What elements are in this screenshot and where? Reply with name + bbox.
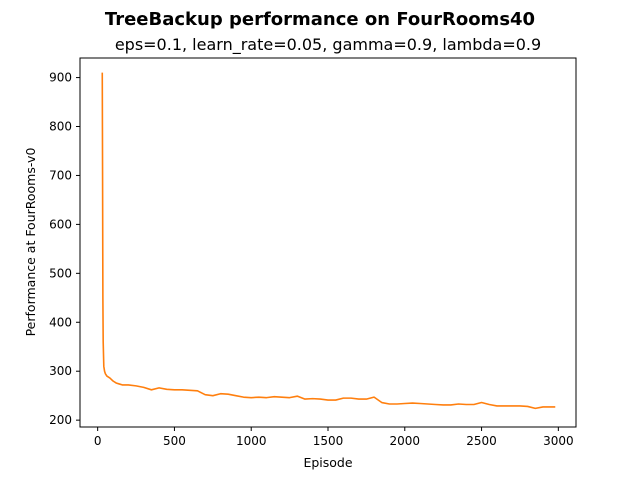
chart-subtitle: eps=0.1, learn_rate=0.05, gamma=0.9, lam… (115, 35, 541, 55)
plot-area (79, 57, 577, 428)
y-tick-label: 800 (49, 120, 72, 134)
x-tick-label: 2000 (390, 434, 421, 448)
chart-title: TreeBackup performance on FourRooms40 (105, 9, 535, 30)
plot-frame (79, 57, 577, 428)
x-axis-label: Episode (303, 455, 352, 470)
x-tick-label: 1500 (313, 434, 344, 448)
series-line (101, 72, 556, 410)
y-tick-label: 900 (49, 71, 72, 85)
y-axis: 200 300 400 500 600 700 800 900 (49, 71, 80, 427)
y-tick-label: 600 (49, 217, 72, 231)
x-tick-label: 0 (94, 434, 102, 448)
y-axis-label: Performance at FourRooms-v0 (23, 148, 38, 337)
x-tick-label: 500 (163, 434, 186, 448)
y-tick-label: 300 (49, 364, 72, 378)
x-tick-label: 1000 (236, 434, 267, 448)
y-tick-label: 400 (49, 315, 72, 329)
y-tick-label: 700 (49, 168, 72, 182)
x-axis: 0 500 1000 1500 2000 2500 3000 (94, 427, 574, 448)
series-layer (101, 72, 556, 410)
y-tick-label: 500 (49, 266, 72, 280)
y-tick-label: 200 (49, 413, 72, 427)
x-tick-label: 2500 (466, 434, 497, 448)
x-tick-label: 3000 (543, 434, 574, 448)
